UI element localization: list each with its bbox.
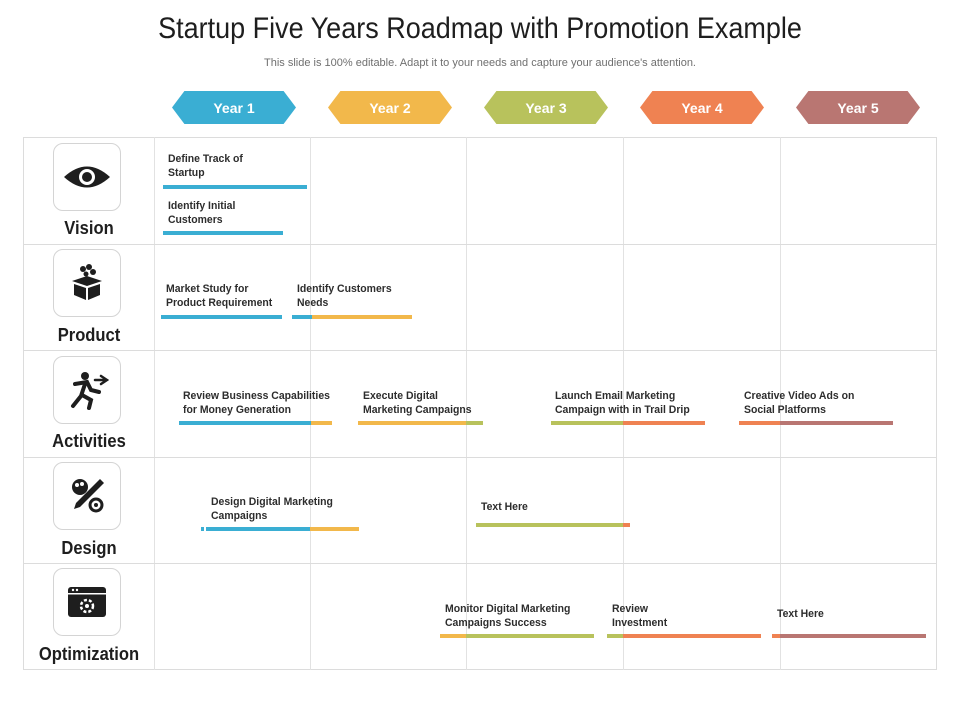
task-label: Market Study for Product Requirement (166, 283, 273, 309)
task-bar (466, 634, 594, 638)
runner-icon (53, 356, 121, 424)
task-label: Review Investment (612, 603, 668, 629)
row-label-activities: Activities (52, 431, 126, 451)
task-bar (476, 523, 623, 527)
task-bar (163, 231, 283, 235)
browser-gear-icon (53, 568, 121, 636)
task-bar (739, 421, 780, 425)
task-label: Identify Initial Customers (168, 200, 236, 226)
task-bar (163, 185, 307, 189)
task-bar (201, 527, 204, 531)
task-label: Monitor Digital Marketing Campaigns Succ… (445, 603, 571, 629)
task-label: Text Here (777, 608, 824, 620)
task-bar (310, 527, 359, 531)
task-label: Identify Customers Needs (297, 283, 392, 309)
task-bar (623, 523, 630, 527)
task-bar (623, 421, 705, 425)
row-label-design: Design (61, 538, 117, 558)
grid-divider (780, 137, 781, 670)
design-tools-icon (53, 462, 121, 530)
task-bar (623, 634, 761, 638)
year-1-chevron: Year 1 (172, 91, 296, 124)
task-label: Execute Digital Marketing Campaigns (363, 390, 472, 416)
task-bar (179, 421, 311, 425)
year-5-chevron: Year 5 (796, 91, 920, 124)
grid-divider (310, 137, 311, 670)
row-label-product: Product (57, 325, 121, 345)
task-bar (292, 315, 312, 319)
box-icon (53, 249, 121, 317)
eye-icon (53, 143, 121, 211)
task-bar (440, 634, 466, 638)
task-label: Design Digital Marketing Campaigns (211, 496, 333, 522)
task-bar (780, 421, 893, 425)
task-label: Text Here (481, 501, 528, 513)
page-subtitle: This slide is 100% editable. Adapt it to… (264, 57, 696, 69)
year-2-chevron: Year 2 (328, 91, 452, 124)
year-4-chevron: Year 4 (640, 91, 764, 124)
year-3-chevron: Year 3 (484, 91, 608, 124)
row-label-vision: Vision (64, 218, 114, 238)
grid-divider (154, 137, 155, 670)
task-label: Creative Video Ads on Social Platforms (744, 390, 855, 416)
task-bar (161, 315, 282, 319)
grid-divider (466, 137, 467, 670)
page-title: Startup Five Years Roadmap with Promotio… (158, 12, 802, 45)
row-label-optimization: Optimization (38, 644, 140, 664)
task-bar (311, 421, 332, 425)
grid-divider (23, 457, 937, 458)
task-bar (780, 634, 926, 638)
task-label: Review Business Capabilities for Money G… (183, 390, 330, 416)
grid-divider (623, 137, 624, 670)
grid-divider (23, 244, 937, 245)
task-label: Define Track of Startup (168, 153, 243, 179)
task-bar (358, 421, 466, 425)
task-bar (312, 315, 412, 319)
task-bar (466, 421, 483, 425)
task-bar (206, 527, 310, 531)
task-label: Launch Email Marketing Campaign with in … (555, 390, 690, 416)
grid-divider (23, 350, 937, 351)
grid-divider (23, 563, 937, 564)
task-bar (607, 634, 623, 638)
task-bar (551, 421, 623, 425)
task-bar (772, 634, 780, 638)
roadmap-grid (23, 137, 937, 670)
